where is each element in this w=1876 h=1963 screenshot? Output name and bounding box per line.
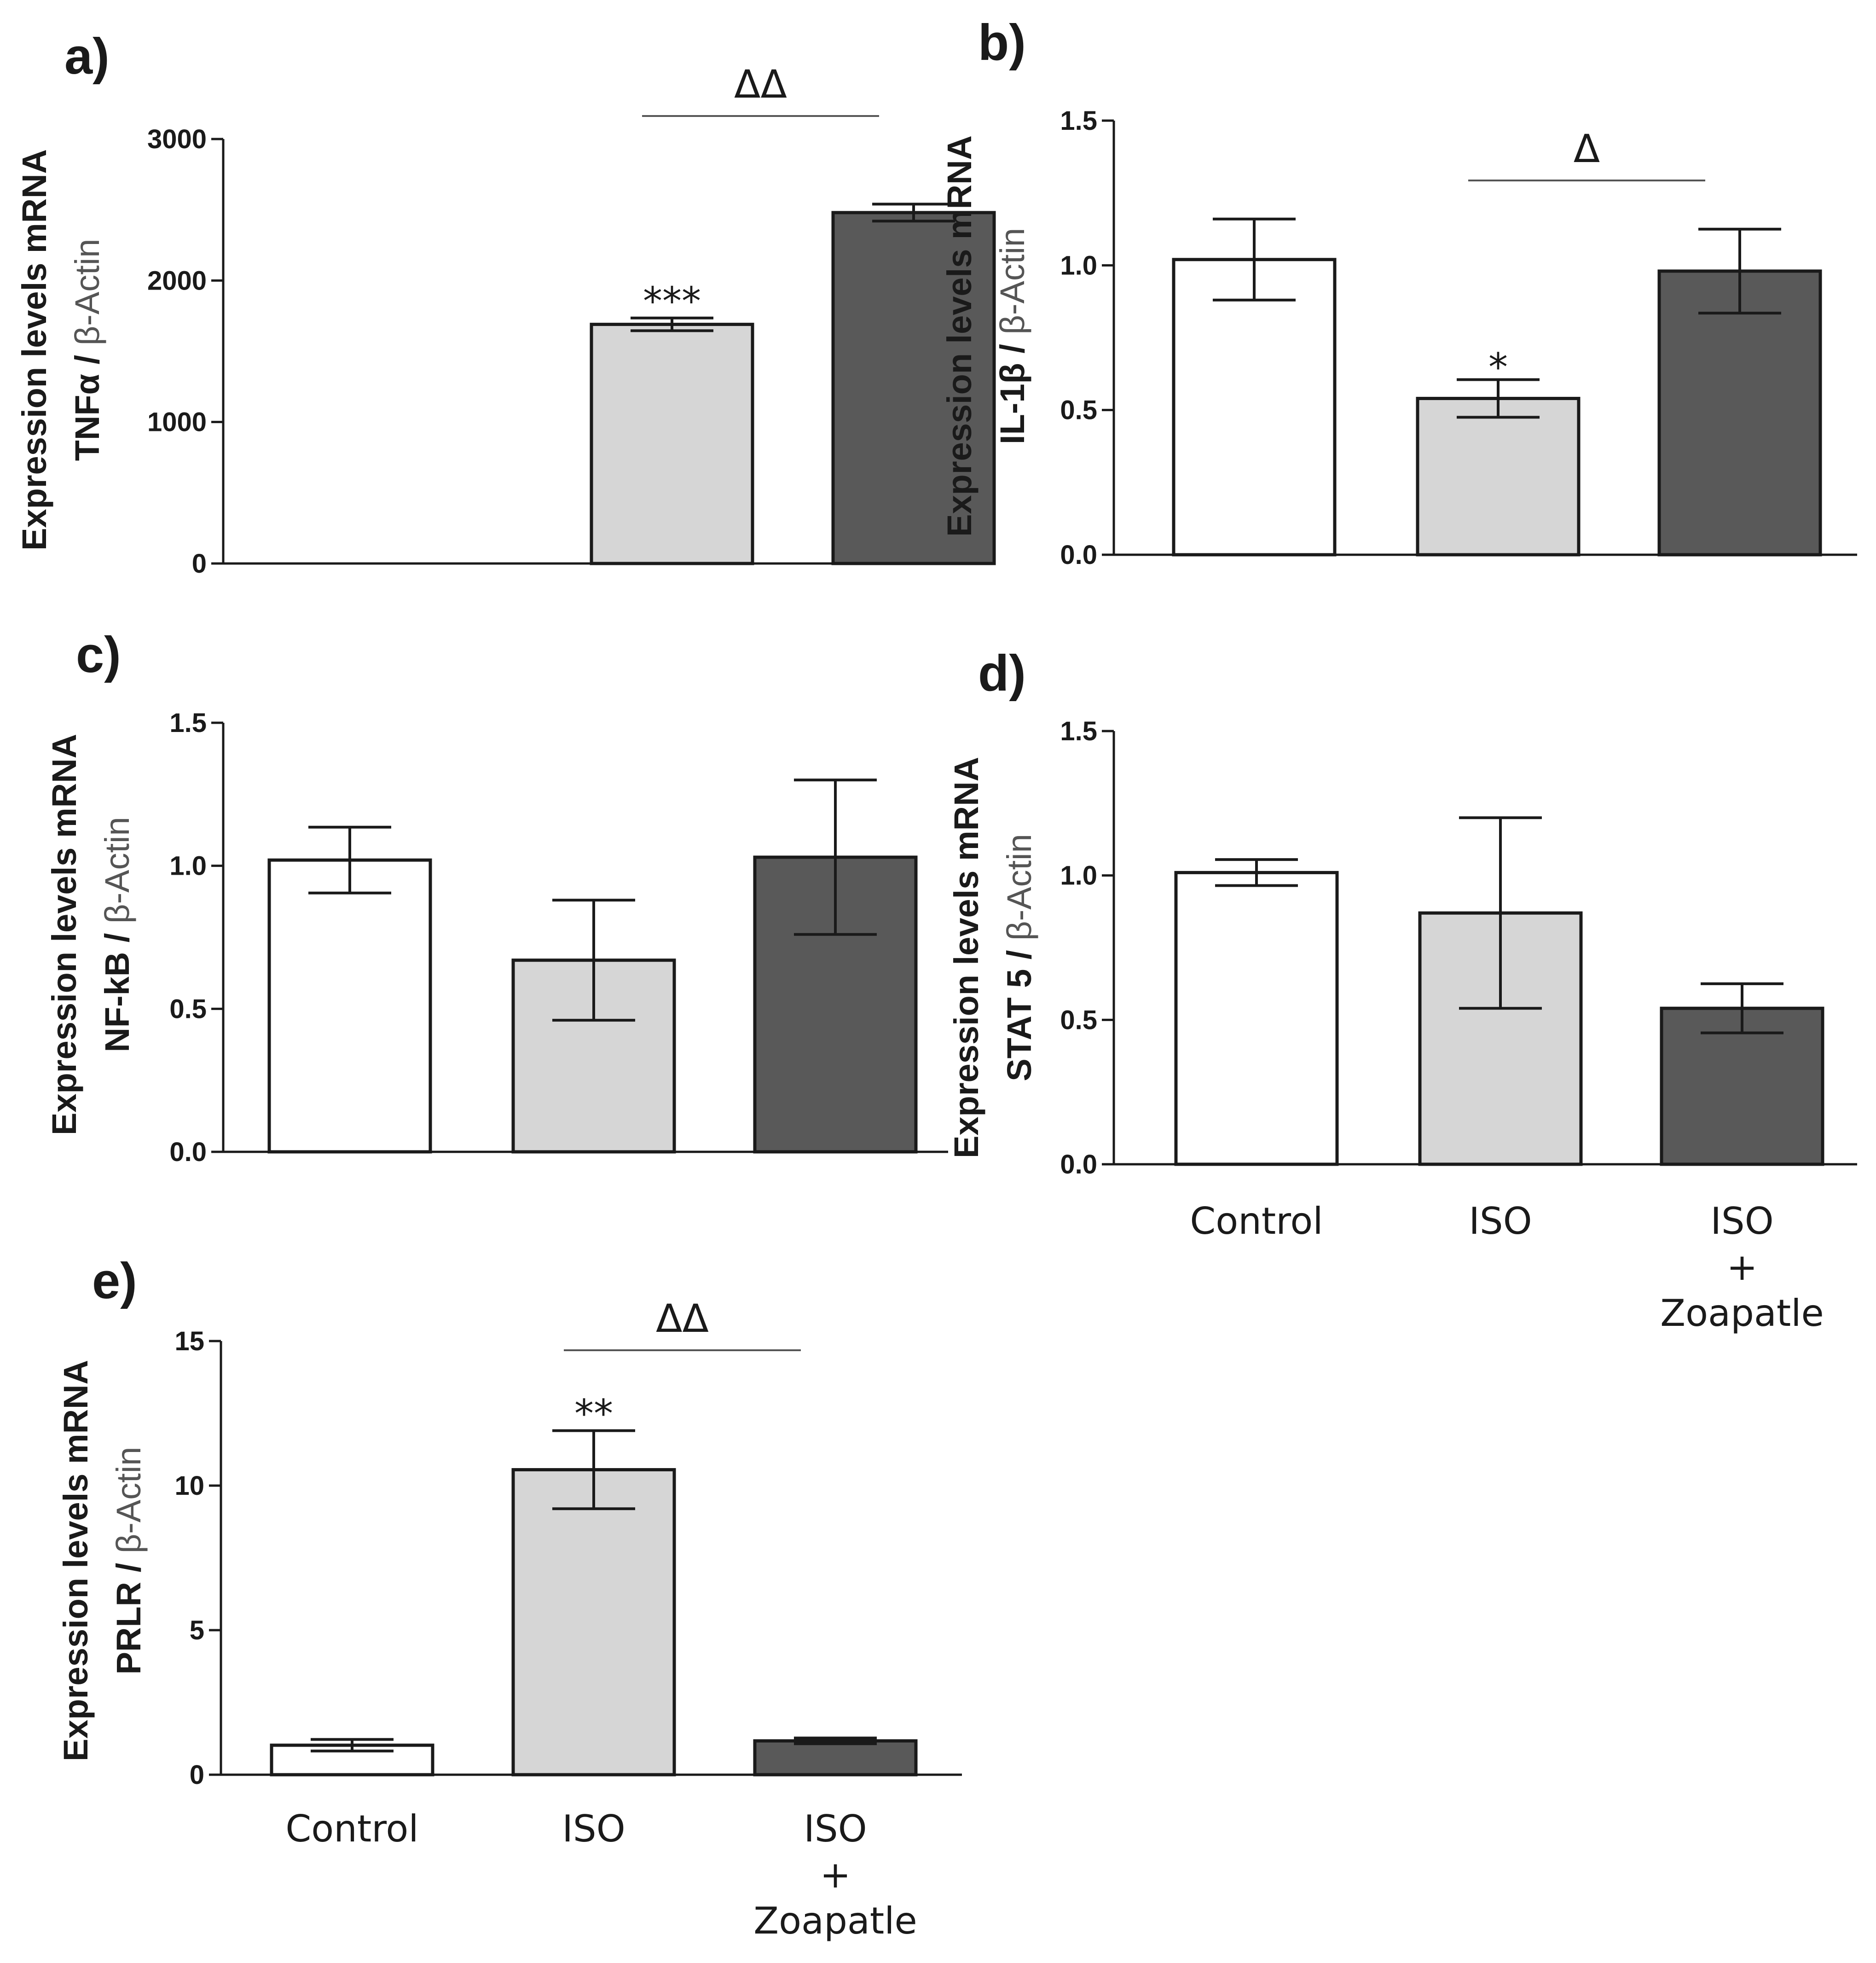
x-category-label: Control xyxy=(1190,1200,1323,1243)
y-axis-reference: β-Actin xyxy=(98,817,136,923)
x-category-label-line: Control xyxy=(285,1807,418,1850)
y-axis-reference: β-Actin xyxy=(110,1447,148,1554)
y-axis-separator: / xyxy=(68,345,106,374)
y-axis-separator: / xyxy=(110,1553,148,1582)
bar-iso-zoapatle xyxy=(753,1739,918,1777)
y-tick-label: 0.0 xyxy=(1060,540,1097,570)
y-axis-separator: / xyxy=(1000,941,1038,969)
x-category-label: ISO xyxy=(562,1807,625,1850)
bar-iso xyxy=(511,1468,676,1777)
y-axis-title-line1: Expression levels mRNA xyxy=(15,149,53,551)
y-axis-title-line1: Expression levels mRNA xyxy=(57,1360,95,1761)
bar-iso xyxy=(1416,397,1581,557)
x-category-label: ISO xyxy=(1469,1200,1532,1243)
y-axis-reference: β-Actin xyxy=(993,228,1031,335)
y-axis-title-line1: Expression levels mRNA xyxy=(947,757,985,1158)
bar-iso-zoapatle xyxy=(831,211,996,565)
y-tick-label: 0.5 xyxy=(1060,1005,1097,1035)
y-tick-label: 10 xyxy=(174,1471,204,1501)
y-axis-separator: / xyxy=(993,335,1031,363)
panel-label: a) xyxy=(64,28,110,85)
y-axis-title-line2: PRLR / β-Actin xyxy=(110,1447,148,1675)
y-tick-label: 1.5 xyxy=(1060,106,1097,136)
x-category-label-line: Zoapatle xyxy=(753,1899,917,1942)
x-category-label-line: Zoapatle xyxy=(1660,1292,1824,1335)
x-category-label-line: + xyxy=(1726,1246,1757,1289)
y-tick-label: 1.0 xyxy=(1060,861,1097,891)
y-axis-gene: STAT 5 xyxy=(1000,969,1038,1081)
bar-iso-zoapatle xyxy=(1657,269,1822,557)
y-axis-title-line1: Expression levels mRNA xyxy=(45,734,83,1135)
chart-panel-1: a) Expression levels mRNA TNFα / β-Actin 0 1… xyxy=(15,28,996,579)
x-category-label: Control xyxy=(285,1807,418,1850)
y-axis-gene: PRLR xyxy=(110,1582,148,1674)
chart-panel-4: d) Expression levels mRNA STAT 5 / β-Actin… xyxy=(947,645,1857,1335)
comparison-marker: Δ xyxy=(1574,126,1600,171)
y-axis-gene: IL-1β xyxy=(993,363,1031,444)
y-tick-label: 15 xyxy=(174,1326,204,1356)
y-tick-label: 0.5 xyxy=(1060,395,1097,425)
y-axis-gene: NF-kB xyxy=(98,952,136,1052)
bar-iso-zoapatle xyxy=(1660,1006,1824,1166)
bar-control xyxy=(267,858,432,1154)
y-tick-label: 0 xyxy=(190,1760,204,1790)
x-category-label-line: ISO xyxy=(1710,1200,1773,1243)
panel-label: b) xyxy=(978,14,1026,71)
chart-panel-5: e) Expression levels mRNA PRLR / β-Actin 0 5… xyxy=(57,1253,962,1942)
y-tick-label: 5 xyxy=(190,1615,204,1645)
y-tick-label: 1.5 xyxy=(1060,716,1097,746)
y-tick-label: 0.0 xyxy=(169,1137,207,1167)
panel-label: d) xyxy=(978,645,1026,702)
panel-label: e) xyxy=(92,1253,137,1309)
y-tick-label: 1.5 xyxy=(169,708,207,738)
panel-label: c) xyxy=(76,627,121,683)
x-category-label-line: ISO xyxy=(1469,1200,1532,1243)
y-tick-label: 0 xyxy=(192,549,207,579)
bar-control xyxy=(1174,871,1339,1166)
x-category-label-line: ISO xyxy=(562,1807,625,1850)
x-category-label-line: Control xyxy=(1190,1200,1323,1243)
x-category-label-line: + xyxy=(820,1853,851,1896)
y-axis-reference: β-Actin xyxy=(1000,834,1038,941)
y-tick-label: 2000 xyxy=(147,266,207,296)
bar-control xyxy=(1172,258,1337,557)
y-axis-title-line2: TNFα / β-Actin xyxy=(68,239,106,461)
x-category-label-line: ISO xyxy=(804,1807,867,1850)
y-tick-label: 1000 xyxy=(147,407,207,437)
significance-marker: * xyxy=(1488,345,1508,390)
significance-marker: ** xyxy=(574,1391,613,1436)
y-axis-gene: TNFα xyxy=(68,374,106,461)
y-tick-label: 3000 xyxy=(147,124,207,154)
y-tick-label: 1.0 xyxy=(1060,250,1097,280)
y-tick-label: 1.0 xyxy=(169,851,207,881)
y-axis-title-line1: Expression levels mRNA xyxy=(940,135,979,537)
bar-iso xyxy=(590,323,754,565)
y-axis-separator: / xyxy=(98,923,136,952)
chart-panel-2: b) Expression levels mRNA IL-1β / β-Actin 0… xyxy=(940,14,1857,570)
significance-marker: *** xyxy=(643,279,701,324)
comparison-marker: ΔΔ xyxy=(656,1296,709,1341)
y-tick-label: 0.0 xyxy=(1060,1150,1097,1179)
y-axis-reference: β-Actin xyxy=(68,239,106,346)
x-category-label: ISO + Zoapatle xyxy=(1660,1200,1824,1335)
chart-panel-3: c) Expression levels mRNA NF-kB / β-Actin 0… xyxy=(45,627,948,1167)
y-tick-label: 0.5 xyxy=(169,994,207,1024)
comparison-marker: ΔΔ xyxy=(734,62,787,107)
y-axis-title-line2: NF-kB / β-Actin xyxy=(98,817,136,1052)
x-category-label: ISO + Zoapatle xyxy=(753,1807,917,1942)
y-axis-title-line2: STAT 5 / β-Actin xyxy=(1000,834,1038,1081)
y-axis-title-line2: IL-1β / β-Actin xyxy=(993,228,1031,444)
